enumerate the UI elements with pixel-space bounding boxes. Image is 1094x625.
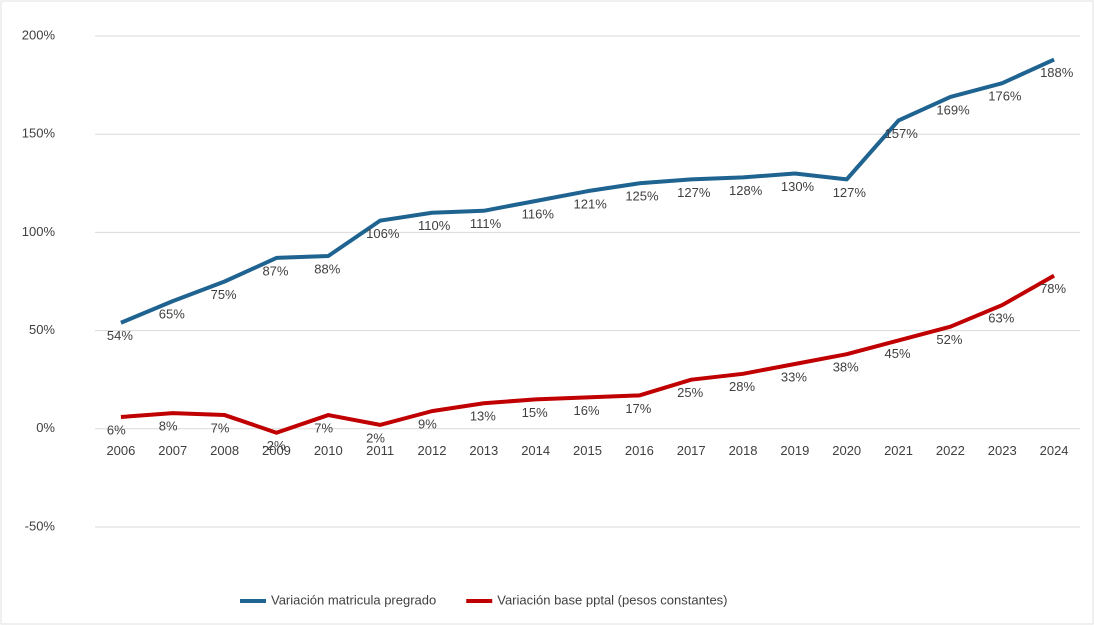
x-tick-label: 2021 xyxy=(884,443,913,458)
y-tick-label: 0% xyxy=(36,420,55,435)
data-label: 176% xyxy=(988,89,1022,104)
x-tick-label: 2007 xyxy=(158,443,187,458)
data-label: 7% xyxy=(314,420,333,435)
x-tick-label: 2015 xyxy=(573,443,602,458)
data-label: 75% xyxy=(211,287,237,302)
y-tick-label: -50% xyxy=(25,518,56,533)
data-label: 38% xyxy=(833,360,859,375)
data-label: 52% xyxy=(936,332,962,347)
legend-label: Variación base pptal (pesos constantes) xyxy=(497,592,727,607)
data-label: 169% xyxy=(936,102,970,117)
x-tick-label: 2014 xyxy=(521,443,550,458)
data-label: 116% xyxy=(522,206,555,221)
data-label: 54% xyxy=(107,328,133,343)
data-label: 88% xyxy=(314,261,340,276)
data-label: 127% xyxy=(833,185,867,200)
data-label: 13% xyxy=(470,409,496,424)
data-label: 188% xyxy=(1040,65,1074,80)
data-label: 106% xyxy=(366,226,400,241)
x-tick-label: 2006 xyxy=(106,443,135,458)
x-tick-label: 2010 xyxy=(314,443,343,458)
y-tick-label: 150% xyxy=(22,126,56,141)
data-label: 128% xyxy=(729,183,763,198)
data-label: 25% xyxy=(677,385,703,400)
x-tick-label: 2018 xyxy=(729,443,758,458)
data-label: 78% xyxy=(1040,281,1066,296)
data-label: 15% xyxy=(522,405,548,420)
data-label: 157% xyxy=(885,126,919,141)
x-tick-label: 2012 xyxy=(418,443,447,458)
data-label: 7% xyxy=(211,420,230,435)
x-tick-label: 2016 xyxy=(625,443,654,458)
data-label: 87% xyxy=(262,263,288,278)
x-tick-label: 2008 xyxy=(210,443,239,458)
x-tick-label: 2020 xyxy=(832,443,861,458)
y-tick-label: 50% xyxy=(29,322,55,337)
series-line xyxy=(120,57,1055,325)
legend-label: Variación matricula pregrado xyxy=(271,592,436,607)
data-label: 127% xyxy=(677,185,711,200)
data-label: 17% xyxy=(625,401,651,416)
data-label: 121% xyxy=(574,197,608,212)
data-label: 63% xyxy=(988,311,1014,326)
data-label: 33% xyxy=(781,369,807,384)
x-tick-label: 2013 xyxy=(469,443,498,458)
x-tick-label: 2019 xyxy=(780,443,809,458)
y-tick-label: 100% xyxy=(22,224,56,239)
data-label: 28% xyxy=(729,379,755,394)
x-tick-label: 2023 xyxy=(988,443,1017,458)
x-tick-label: 2009 xyxy=(262,443,291,458)
data-label: 130% xyxy=(781,179,815,194)
x-tick-label: 2022 xyxy=(936,443,965,458)
data-label: 65% xyxy=(159,307,185,322)
data-label: 8% xyxy=(159,419,178,434)
data-label: 9% xyxy=(418,417,437,432)
series-line xyxy=(120,273,1056,435)
data-label: 2% xyxy=(366,430,385,445)
data-label: 16% xyxy=(574,403,600,418)
data-label: 125% xyxy=(625,189,659,204)
x-tick-label: 2024 xyxy=(1040,443,1069,458)
x-tick-label: 2011 xyxy=(366,443,394,458)
data-label: 110% xyxy=(418,218,451,233)
x-tick-label: 2017 xyxy=(677,443,706,458)
data-label: 111% xyxy=(470,216,502,231)
data-label: 6% xyxy=(107,422,126,437)
y-tick-label: 200% xyxy=(22,27,56,42)
data-label: 45% xyxy=(885,346,911,361)
data-label: -2% xyxy=(262,438,286,453)
